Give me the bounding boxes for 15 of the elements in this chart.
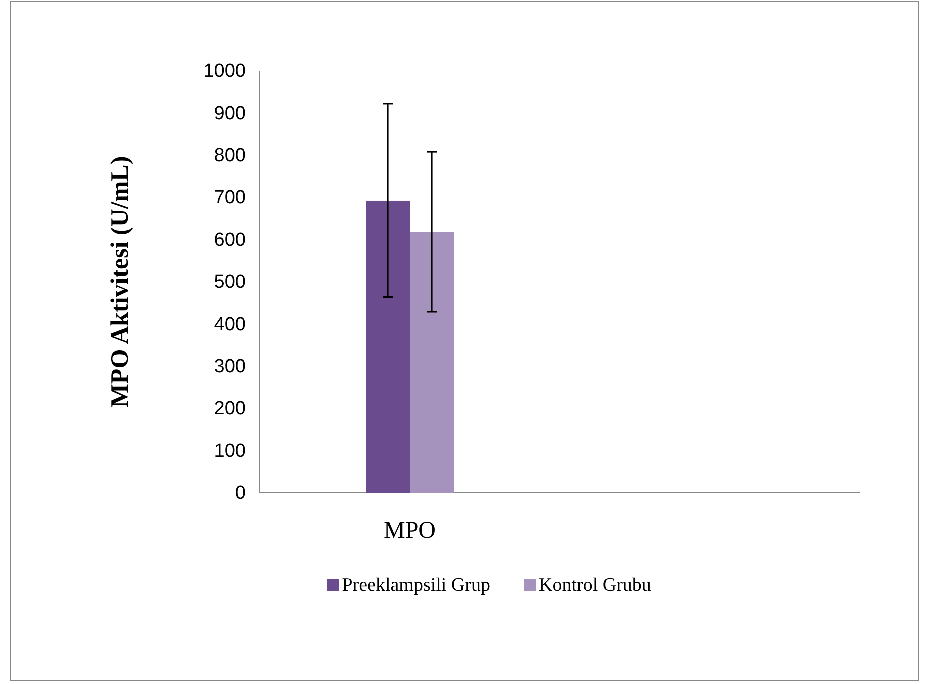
legend-label: Kontrol Grubu	[539, 575, 652, 596]
y-tick-label: 0	[235, 483, 246, 504]
y-tick-label: 600	[214, 230, 246, 251]
y-tick-label: 200	[214, 398, 246, 420]
y-tick-label: 400	[214, 314, 246, 336]
y-tick-label: 700	[214, 188, 246, 209]
y-axis-title: MPO Aktivitesi (U/mL)	[107, 156, 134, 408]
x-tick-label: MPO	[384, 518, 436, 544]
y-tick-label: 1000	[204, 61, 246, 82]
y-tick-label: 100	[214, 440, 246, 462]
y-tick-label: 800	[214, 145, 246, 166]
y-tick-label: 300	[214, 356, 246, 378]
y-tick-label: 900	[214, 103, 246, 124]
legend-label: Preeklampsili Grup	[342, 575, 490, 596]
y-tick-label: 500	[214, 272, 246, 294]
